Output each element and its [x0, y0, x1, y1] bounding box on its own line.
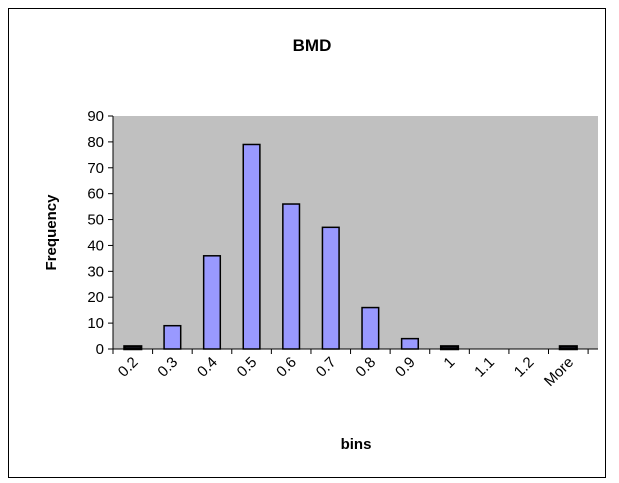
- y-axis-ticks: 0 10 20 30 40 50 60 70 80 90: [87, 108, 113, 358]
- bar-0.8: [361, 306, 380, 350]
- y-tick-label: 10: [87, 315, 104, 332]
- bar-0.9: [400, 337, 420, 350]
- plot-area: [113, 116, 598, 349]
- x-tick-label: 1.2: [511, 354, 538, 381]
- x-tick-label: 0.3: [154, 354, 181, 381]
- bar-0.7: [321, 226, 340, 350]
- x-axis-ticks: 0.2 0.3 0.4 0.5 0.6 0.7 0.8 0.9 1 1.1 1.2 More: [112, 349, 589, 390]
- x-tick-label: 1.1: [471, 354, 498, 381]
- x-tick-label: 0.5: [234, 354, 261, 381]
- y-tick-label: 70: [87, 160, 104, 177]
- x-tick-label: More: [541, 354, 577, 390]
- x-tick-label: 1: [440, 354, 458, 372]
- bar-0.4: [202, 255, 222, 350]
- x-tick-label: 0.7: [313, 354, 340, 381]
- x-tick-label: 0.2: [115, 354, 142, 381]
- bars: [123, 143, 578, 351]
- x-tick-label: 0.9: [392, 354, 419, 381]
- y-tick-label: 90: [87, 108, 104, 125]
- y-tick-label: 30: [87, 263, 104, 280]
- x-axis-title: bins: [341, 436, 372, 453]
- y-tick-label: 80: [87, 134, 104, 151]
- y-tick-label: 40: [87, 237, 104, 254]
- bar-0.5: [242, 143, 261, 350]
- y-tick-label: 50: [87, 212, 104, 229]
- y-tick-label: 0: [96, 341, 104, 358]
- x-tick-label: 0.8: [352, 354, 379, 381]
- y-tick-label: 20: [87, 289, 104, 306]
- y-axis-title: Frequency: [43, 194, 60, 271]
- x-tick-label: 0.4: [194, 354, 221, 381]
- chart-title: BMD: [293, 36, 332, 55]
- bar-0.6: [282, 203, 301, 350]
- bar-0.3: [163, 324, 182, 350]
- y-tick-label: 60: [87, 186, 104, 203]
- x-tick-label: 0.6: [273, 354, 300, 381]
